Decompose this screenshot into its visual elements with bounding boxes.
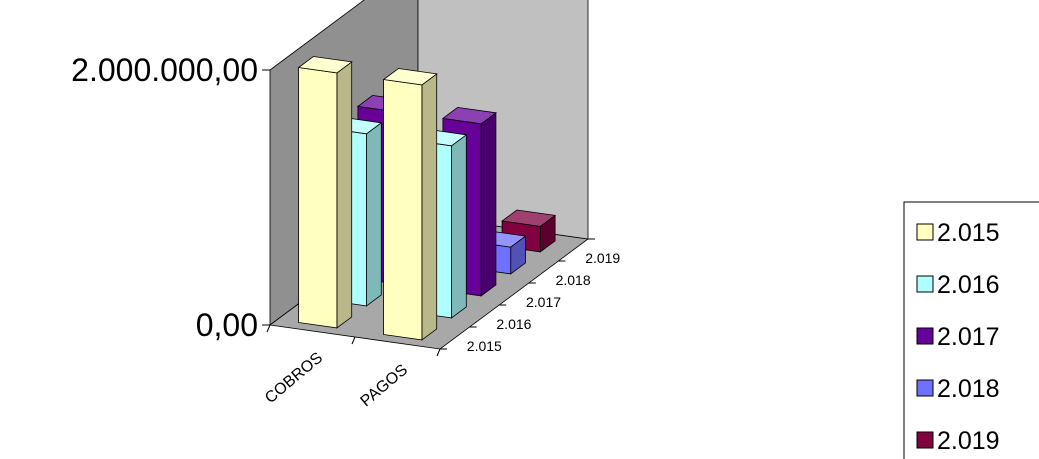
legend-label: 2.018: [937, 375, 1000, 403]
legend-label: 2.015: [937, 219, 1000, 247]
y-tick-label: 0,00: [196, 307, 258, 343]
legend-swatch: [916, 327, 934, 345]
legend-item: 2.019: [916, 427, 1000, 455]
legend-item: 2.016: [916, 271, 1000, 299]
legend: 2.015 2.016 2.017 2.018 2.019: [903, 201, 1039, 459]
legend-swatch: [916, 275, 934, 293]
legend-item: 2.017: [916, 323, 1000, 351]
depth-label: 2.016: [496, 316, 531, 332]
legend-swatch: [916, 379, 934, 397]
legend-item: 2.018: [916, 375, 1000, 403]
bar-2015-pagos: [382, 68, 438, 341]
y-tick-label: 2.000.000,00: [71, 52, 258, 88]
legend-item: 2.015: [916, 219, 1000, 247]
depth-label: 2.017: [526, 294, 561, 310]
legend-label: 2.016: [937, 271, 1000, 299]
legend-swatch: [916, 223, 934, 241]
depth-label: 2.019: [585, 250, 620, 266]
legend-label: 2.019: [937, 427, 1000, 455]
depth-label: 2.015: [467, 338, 502, 354]
bar-2015-cobros: [297, 56, 353, 329]
chart-bars: [297, 56, 557, 341]
depth-label: 2.018: [556, 272, 591, 288]
legend-label: 2.017: [937, 323, 1000, 351]
legend-swatch: [916, 431, 934, 449]
category-label: PAGOS: [357, 361, 411, 410]
category-label: COBROS: [262, 349, 326, 407]
